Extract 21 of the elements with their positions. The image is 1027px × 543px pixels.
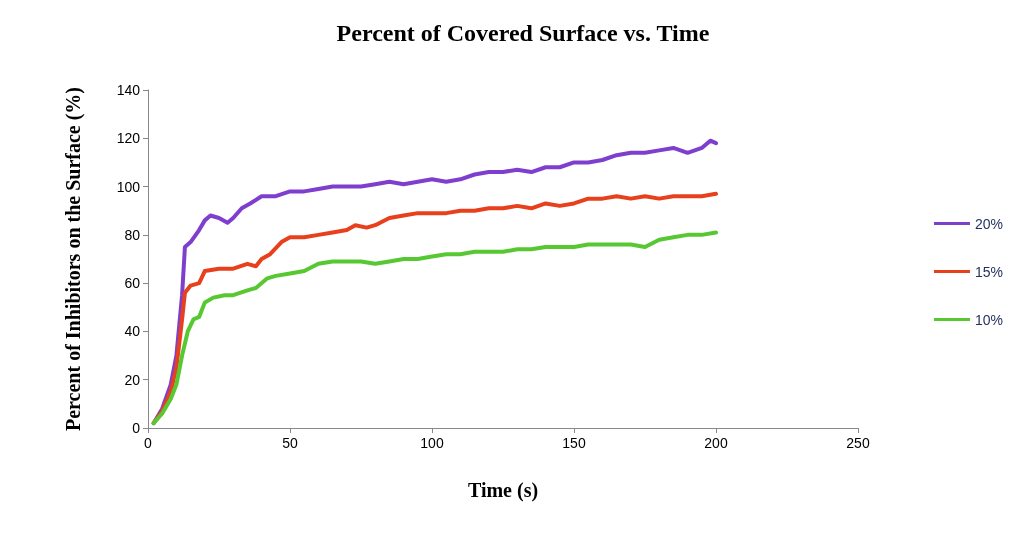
x-axis-title: Time (s) <box>467 479 539 502</box>
y-tick-label: 140 <box>116 82 141 98</box>
x-tick-label: 50 <box>282 435 298 451</box>
x-tick-label: 0 <box>144 435 153 451</box>
line-series <box>151 230 718 426</box>
chart-title: Percent of Covered Surface vs. Time <box>336 20 710 46</box>
x-tick-label: 200 <box>704 435 728 451</box>
y-axis-title: Percent of Inhibitors on the Surface (%) <box>62 86 85 432</box>
y-tick-label: 60 <box>124 275 141 292</box>
y-tick-label: 20 <box>124 371 141 388</box>
x-tick-label: 100 <box>420 435 444 451</box>
x-tick-label: 150 <box>562 435 586 451</box>
y-tick-label: 40 <box>124 323 141 340</box>
y-tick-label: 0 <box>132 420 141 436</box>
legend-label: 20% <box>974 215 1004 232</box>
legend-label: 10% <box>974 311 1004 328</box>
y-tick-label: 80 <box>124 226 141 243</box>
y-tick-label: 120 <box>116 130 141 147</box>
legend-label: 15% <box>974 263 1004 280</box>
y-tick-label: 100 <box>116 178 141 195</box>
x-tick-label: 250 <box>846 435 870 451</box>
